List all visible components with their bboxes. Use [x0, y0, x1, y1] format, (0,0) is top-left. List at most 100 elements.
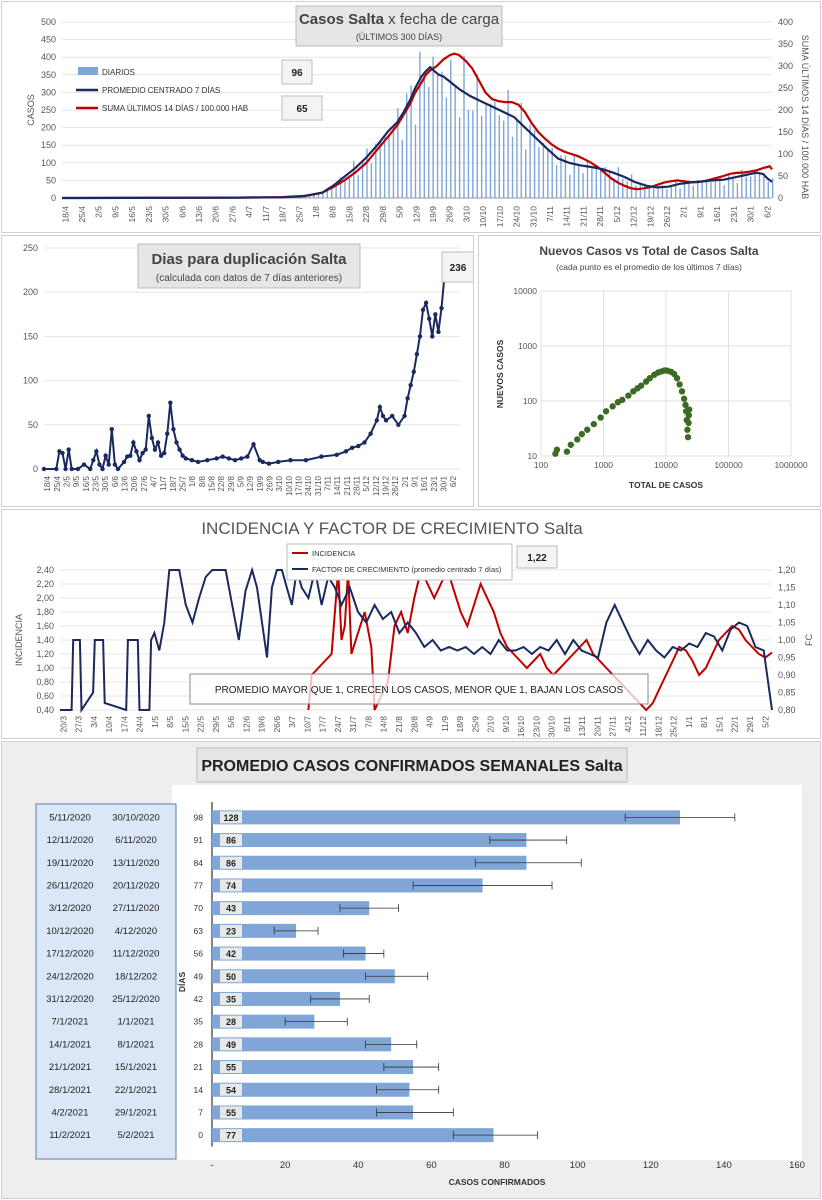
row-days: 35 — [194, 1017, 204, 1027]
doubling-point — [165, 431, 170, 436]
daily-bar — [582, 173, 584, 198]
x-tick-label: 6/6 — [111, 475, 120, 487]
x-tick-label: 140 — [716, 1160, 732, 1171]
daily-bar — [458, 117, 461, 198]
daily-bar — [520, 102, 523, 198]
bar-label: 55 — [226, 1108, 236, 1118]
y-tick-label: 150 — [41, 140, 56, 150]
daily-bar — [560, 155, 562, 198]
callout-box — [281, 59, 313, 85]
daily-bar — [705, 180, 708, 198]
doubling-point — [383, 418, 389, 423]
x-tick-label: 23/5 — [91, 475, 100, 491]
y-tick-label: 1,20 — [36, 649, 54, 659]
x-tick-label: 27/3 — [74, 716, 84, 733]
bar-label: 23 — [226, 926, 236, 936]
daily-bar — [485, 103, 487, 198]
doubling-point — [430, 334, 435, 339]
avg7-line — [61, 65, 773, 200]
y-tick-label: 0 — [51, 193, 56, 203]
doubling-point — [411, 369, 416, 374]
doubling-point — [158, 453, 164, 458]
daily-bar — [511, 136, 514, 198]
doubling-point — [319, 454, 324, 459]
x-tick-label: 9/1 — [695, 206, 705, 218]
doubling-point — [349, 445, 355, 450]
x-tick-label: 6/2 — [449, 475, 458, 487]
bar-label: 28 — [226, 1017, 236, 1027]
x-tick-label: 18/7 — [169, 475, 178, 491]
x-tick-label: 1/1 — [684, 716, 694, 728]
y-tick-label: 250 — [23, 243, 38, 253]
row-start-date: 11/12/2020 — [113, 949, 160, 960]
daily-bar — [326, 190, 328, 198]
scatter-point — [637, 382, 645, 389]
y-tick-label: 100 — [41, 158, 56, 168]
x-tick-label: 10/10 — [285, 475, 294, 496]
daily-bar — [591, 168, 593, 198]
daily-bar — [767, 181, 769, 198]
y-tick-label: 100 — [23, 376, 38, 386]
row-end-date: 17/12/2020 — [46, 949, 94, 960]
daily-bar — [674, 181, 677, 198]
x-tick-label: 12/9 — [246, 475, 255, 491]
x-tick-label: 17/7 — [318, 716, 328, 733]
bar — [212, 1082, 410, 1097]
row-end-date: 4/2/2021 — [52, 1107, 89, 1118]
x-tick-label: 1/8 — [311, 206, 321, 218]
x-tick-label: 2/1 — [679, 206, 689, 218]
doubling-point — [155, 440, 161, 445]
legend-label: FACTOR DE CRECIMIENTO (promedio centrado… — [312, 565, 502, 574]
x-tick-label: 30/1 — [746, 206, 756, 223]
x-tick-label: 22/5 — [196, 716, 206, 733]
note-box — [189, 673, 649, 705]
daily-bar — [494, 101, 496, 198]
doubling-point — [140, 450, 145, 456]
x-tick-label: 20/3 — [58, 716, 68, 733]
doubling-point — [81, 462, 87, 467]
x-tick-label: 1/8 — [188, 475, 197, 487]
legend-swatch — [78, 67, 98, 75]
daily-bar — [577, 164, 580, 198]
x-tick-label: 5/12 — [612, 206, 622, 223]
x-tick-label: 9/5 — [72, 475, 81, 487]
doubling-point — [41, 466, 47, 472]
x-tick-label: 3/7 — [287, 716, 297, 728]
daily-bar — [547, 148, 549, 198]
x-tick-label: 23/1 — [729, 206, 739, 223]
x-tick-label: 25/9 — [470, 716, 480, 733]
scatter-point — [625, 392, 632, 399]
daily-bar — [639, 183, 642, 198]
x-tick-label: 13/6 — [194, 206, 204, 223]
bar-label: 86 — [226, 836, 236, 846]
daily-bar — [652, 186, 655, 198]
x-tick-label: 1000000 — [774, 460, 807, 470]
bar-label-box — [220, 1106, 242, 1119]
daily-bar — [688, 180, 690, 198]
bar-label-box — [220, 1083, 242, 1096]
x-tick-label: 9/10 — [501, 716, 511, 733]
x-tick-label: 28/11 — [352, 475, 361, 495]
y2-tick-label: 400 — [778, 17, 793, 27]
bar-label-box — [220, 1129, 242, 1142]
bar-label: 86 — [226, 858, 236, 868]
row-start-date: 6/11/2020 — [115, 835, 157, 846]
bar-label-box — [220, 902, 242, 915]
y-tick-label: 0,80 — [36, 677, 54, 687]
bar-label: 55 — [226, 1063, 236, 1073]
x-axis-label: TOTAL DE CASOS — [629, 480, 703, 490]
daily-bar — [361, 161, 364, 198]
doubling-point — [54, 466, 59, 472]
bar-label: 42 — [226, 949, 236, 959]
row-days: 84 — [194, 858, 204, 868]
x-tick-label: 4/7 — [244, 206, 254, 218]
doubling-point — [180, 453, 185, 458]
doubling-point — [420, 307, 426, 313]
scatter-point — [685, 412, 693, 419]
chart-title: Nuevos Casos vs Total de Casos Salta — [539, 244, 759, 258]
daily-bar — [463, 55, 465, 199]
y-tick-label: 100 — [523, 396, 537, 406]
bar-label-box — [220, 924, 242, 937]
daily-bar — [564, 155, 567, 198]
doubling-point — [408, 382, 413, 388]
